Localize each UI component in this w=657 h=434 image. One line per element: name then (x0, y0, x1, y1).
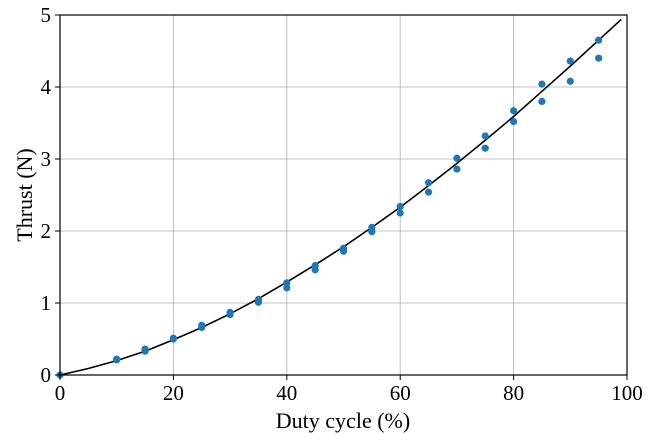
data-point (339, 247, 348, 255)
x-tick-label: 0 (55, 381, 66, 405)
grid (59, 14, 628, 376)
data-points-layer (56, 36, 603, 379)
data-point (396, 209, 404, 217)
data-point (283, 284, 291, 292)
x-tick-label: 60 (390, 381, 411, 405)
data-point (595, 54, 603, 62)
data-point (396, 202, 404, 211)
x-tick-label: 40 (276, 381, 297, 405)
x-axis-label: Duty cycle (%) (276, 408, 410, 433)
data-point (368, 228, 376, 236)
x-tick-label: 100 (611, 381, 643, 405)
y-tick-label: 2 (41, 219, 52, 243)
data-point (198, 323, 206, 332)
data-point (169, 335, 177, 343)
data-point (311, 266, 319, 274)
data-point (453, 165, 461, 173)
data-point (424, 188, 433, 196)
y-tick-label: 5 (41, 3, 52, 27)
data-point (595, 36, 603, 44)
data-point (226, 310, 234, 319)
fit-curve (59, 18, 622, 376)
x-tick-label: 80 (503, 381, 524, 405)
y-tick-label: 1 (41, 291, 52, 315)
data-point (509, 117, 518, 126)
y-tick-label: 0 (41, 363, 52, 387)
data-point (509, 107, 518, 115)
data-point (113, 356, 121, 364)
x-tick-label: 20 (163, 381, 184, 405)
data-point (141, 347, 149, 355)
y-tick-label: 4 (41, 75, 52, 99)
data-point (481, 132, 489, 140)
ticks: 0 20 40 60 80 100 0 1 2 3 4 5 (41, 3, 643, 405)
plot-frame (59, 14, 628, 376)
data-point (424, 179, 433, 187)
data-point (566, 77, 574, 85)
fit-curve-layer (59, 18, 622, 376)
data-point (453, 154, 461, 162)
y-tick-label: 3 (41, 147, 52, 171)
y-axis-label: Thrust (N) (12, 148, 37, 241)
data-point (254, 298, 263, 306)
data-point (538, 97, 546, 105)
data-point (538, 80, 546, 88)
data-point (283, 279, 291, 287)
data-point (566, 57, 574, 65)
data-point (481, 144, 489, 152)
